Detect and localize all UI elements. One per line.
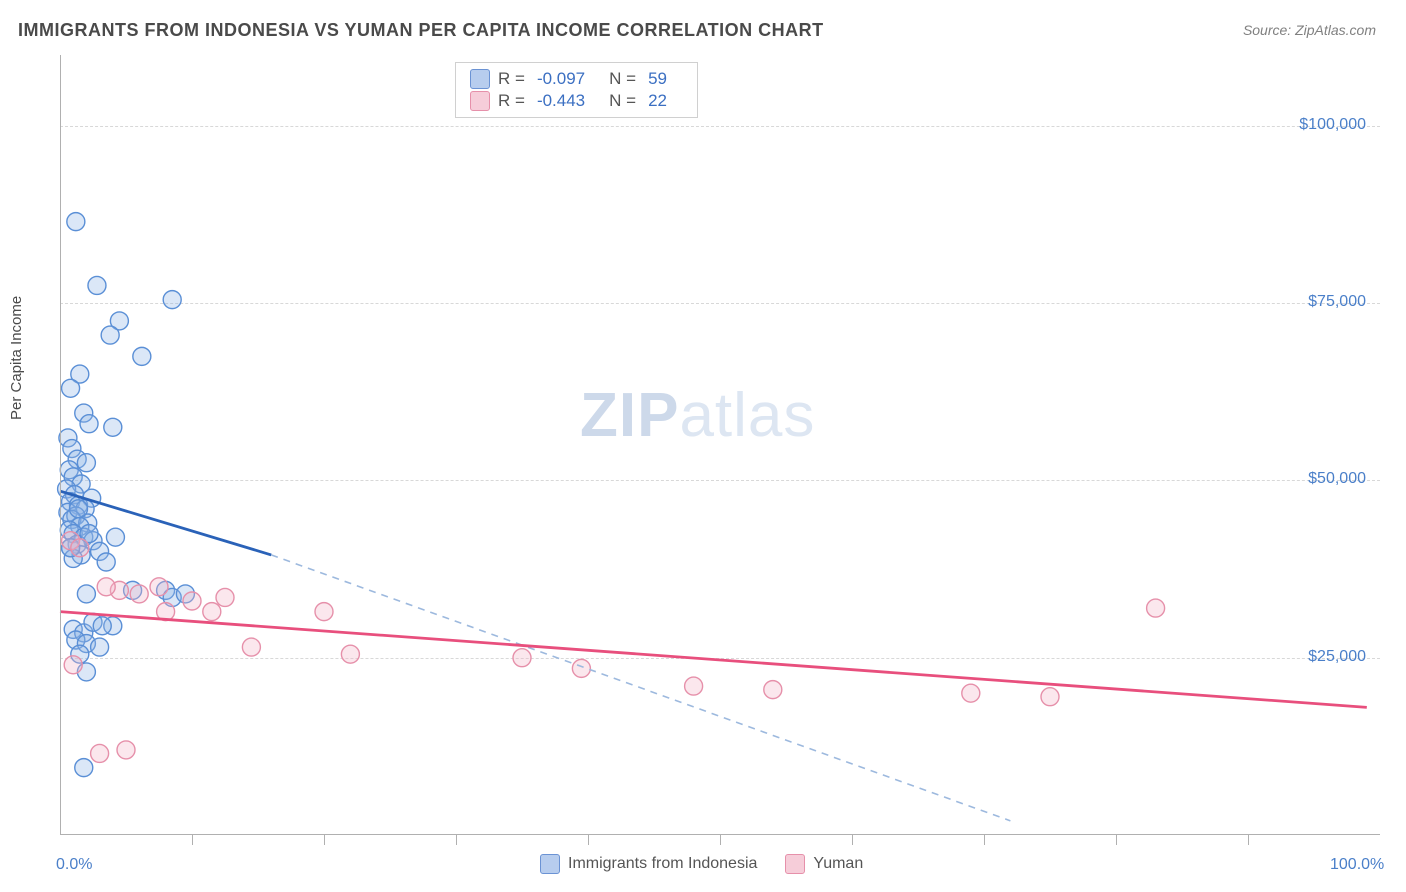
N-label: N = [609, 91, 636, 111]
series2-name: Yuman [813, 855, 863, 873]
series1-swatch-icon [540, 854, 560, 874]
legend-item-series2: Yuman [785, 854, 863, 874]
xtick [324, 835, 325, 845]
plot-frame [60, 55, 1380, 835]
xtick [984, 835, 985, 845]
xtick [720, 835, 721, 845]
xtick [852, 835, 853, 845]
R-label: R = [498, 69, 525, 89]
source-attribution: Source: ZipAtlas.com [1243, 22, 1376, 38]
xtick [456, 835, 457, 845]
correlation-legend: R = -0.097 N = 59 R = -0.443 N = 22 [455, 62, 698, 118]
N-label: N = [609, 69, 636, 89]
y-axis-label: Per Capita Income [8, 296, 25, 420]
xtick [1248, 835, 1249, 845]
correlation-row-series1: R = -0.097 N = 59 [470, 69, 683, 89]
xtick-label: 100.0% [1330, 856, 1384, 874]
correlation-row-series2: R = -0.443 N = 22 [470, 91, 683, 111]
legend-item-series1: Immigrants from Indonesia [540, 854, 757, 874]
chart-area [60, 55, 1380, 835]
series1-name: Immigrants from Indonesia [568, 855, 757, 873]
xtick [588, 835, 589, 845]
xtick-label: 0.0% [56, 856, 92, 874]
series-legend: Immigrants from Indonesia Yuman [540, 854, 863, 874]
series1-swatch [470, 69, 490, 89]
xtick [1116, 835, 1117, 845]
xtick [192, 835, 193, 845]
R-label: R = [498, 91, 525, 111]
series2-swatch-icon [785, 854, 805, 874]
series1-N-value: 59 [648, 69, 667, 89]
series2-swatch [470, 91, 490, 111]
series1-R-value: -0.097 [537, 69, 585, 89]
series2-N-value: 22 [648, 91, 667, 111]
chart-title: IMMIGRANTS FROM INDONESIA VS YUMAN PER C… [18, 20, 824, 41]
series2-R-value: -0.443 [537, 91, 585, 111]
